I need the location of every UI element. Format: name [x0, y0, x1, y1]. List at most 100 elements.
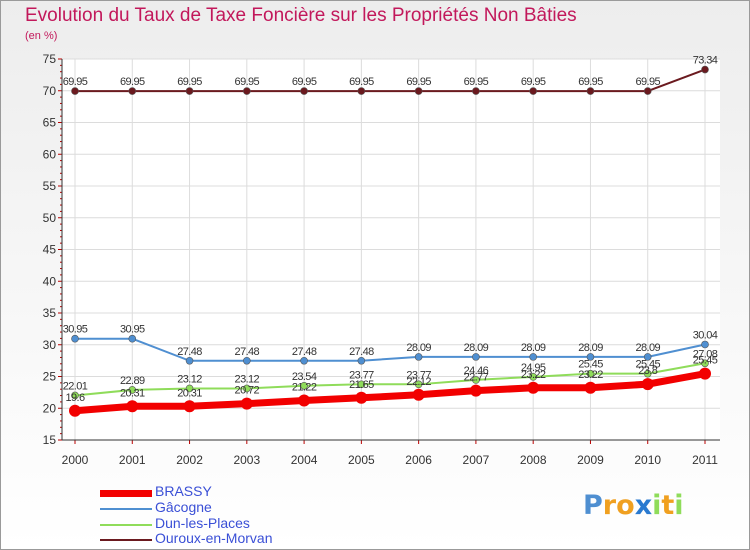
data-label-dun-les-places: 24.46 [464, 365, 489, 377]
data-label-g-cogne: 28.09 [406, 342, 431, 354]
x-tick-label: 2004 [291, 453, 318, 467]
x-tick-label: 2003 [233, 453, 260, 467]
data-label-brassy: 20.72 [235, 385, 260, 397]
legend-label-ouroux: Ouroux-en-Morvan [155, 530, 273, 546]
data-label-brassy: 23.22 [521, 369, 546, 381]
data-point-brassy [699, 367, 711, 380]
data-label-g-cogne: 28.09 [635, 342, 660, 354]
x-tick-label: 2006 [405, 453, 432, 467]
x-tick-label: 2008 [520, 453, 547, 467]
chart-title: Evolution du Taux de Taxe Foncière sur l… [25, 5, 577, 26]
data-point-ouroux-en-morvan [357, 87, 366, 95]
data-label-brassy: 22.77 [464, 372, 489, 384]
data-label-ouroux-en-morvan: 69.95 [635, 76, 660, 88]
data-point-ouroux-en-morvan [128, 87, 137, 95]
data-label-g-cogne: 27.48 [349, 346, 374, 358]
data-point-g-cogne [643, 353, 652, 361]
data-point-dun-les-places [701, 359, 709, 368]
data-point-ouroux-en-morvan [414, 87, 423, 95]
legend-label-dun: Dun-les-Places [155, 515, 250, 531]
y-tick-label: 45 [43, 243, 57, 257]
data-label-ouroux-en-morvan: 69.95 [63, 76, 88, 88]
data-point-ouroux-en-morvan [472, 87, 480, 95]
data-point-g-cogne [414, 353, 423, 361]
data-label-dun-les-places: 24.95 [521, 362, 546, 374]
data-point-g-cogne [243, 356, 251, 365]
data-point-ouroux-en-morvan [529, 87, 537, 95]
data-label-dun-les-places: 25.45 [578, 359, 603, 371]
data-point-ouroux-en-morvan [701, 65, 709, 74]
series-line-g-cogne [74, 337, 706, 362]
data-point-ouroux-en-morvan [71, 87, 79, 95]
legend-label-gacogne: Gâcogne [155, 499, 212, 515]
data-point-g-cogne [128, 334, 137, 343]
data-label-ouroux-en-morvan: 69.95 [578, 76, 603, 88]
y-tick-label: 55 [43, 179, 57, 193]
legend-swatch-gacogne [100, 508, 152, 510]
x-tick-label: 2002 [176, 453, 203, 467]
y-tick-label: 15 [43, 433, 57, 447]
x-tick-label: 2005 [348, 453, 375, 467]
data-point-brassy [240, 397, 253, 410]
data-label-g-cogne: 27.48 [235, 346, 260, 358]
y-tick-label: 60 [43, 147, 57, 161]
x-tick-label: 2010 [634, 453, 661, 467]
data-point-g-cogne [472, 353, 480, 361]
y-tick-label: 30 [43, 338, 57, 352]
data-label-brassy: 20.31 [177, 387, 202, 399]
data-label-brassy: 25.45 [693, 355, 718, 367]
data-point-brassy [584, 381, 597, 394]
data-point-dun-les-places [643, 369, 652, 378]
data-point-g-cogne [586, 353, 595, 361]
data-label-g-cogne: 28.09 [578, 342, 603, 354]
data-label-dun-les-places: 27.08 [693, 348, 718, 360]
data-label-ouroux-en-morvan: 73.34 [693, 55, 718, 67]
y-tick-label: 65 [43, 116, 57, 130]
data-point-dun-les-places [529, 373, 537, 381]
data-point-ouroux-en-morvan [185, 87, 194, 95]
data-label-dun-les-places: 23.77 [349, 369, 374, 381]
data-label-dun-les-places: 22.89 [120, 375, 145, 387]
x-tick-label: 2000 [62, 453, 89, 467]
data-point-brassy [298, 394, 311, 407]
data-point-brassy [183, 400, 196, 413]
legend-swatch-ouroux [100, 539, 152, 541]
data-label-ouroux-en-morvan: 69.95 [521, 76, 546, 88]
data-label-g-cogne: 30.95 [63, 324, 88, 336]
data-label-brassy: 21.22 [292, 382, 317, 394]
data-label-brassy: 23.22 [578, 369, 603, 381]
data-label-dun-les-places: 22.01 [63, 380, 88, 392]
data-point-dun-les-places [185, 384, 194, 393]
data-point-dun-les-places [71, 391, 79, 400]
data-point-ouroux-en-morvan [643, 87, 652, 95]
data-label-g-cogne: 28.09 [464, 342, 489, 354]
series-line-dun-les-places [74, 362, 706, 397]
data-point-dun-les-places [243, 384, 251, 393]
data-label-ouroux-en-morvan: 69.95 [177, 76, 202, 88]
data-label-g-cogne: 30.95 [120, 324, 145, 336]
data-point-brassy [355, 391, 368, 404]
data-point-dun-les-places [414, 380, 423, 389]
data-label-dun-les-places: 23.12 [235, 373, 260, 385]
data-label-ouroux-en-morvan: 69.95 [292, 76, 317, 88]
x-tick-label: 2001 [119, 453, 146, 467]
data-label-g-cogne: 30.04 [693, 329, 718, 341]
data-point-brassy [469, 384, 482, 397]
legend-swatch-dun [100, 524, 152, 526]
y-tick-label: 50 [43, 211, 57, 225]
data-label-brassy: 21.65 [349, 379, 374, 391]
data-point-g-cogne [185, 356, 194, 365]
data-point-brassy [641, 378, 654, 391]
y-tick-label: 75 [43, 52, 57, 66]
data-label-ouroux-en-morvan: 69.95 [349, 76, 374, 88]
x-tick-label: 2007 [463, 453, 490, 467]
data-point-dun-les-places [357, 380, 366, 389]
data-label-ouroux-en-morvan: 69.95 [120, 76, 145, 88]
series-line-ouroux-en-morvan [74, 68, 706, 93]
legend-swatch-brassy [100, 490, 152, 497]
data-label-g-cogne: 27.48 [292, 346, 317, 358]
y-tick-label: 35 [43, 306, 57, 320]
series-line-brassy [71, 370, 709, 415]
data-point-brassy [69, 404, 81, 417]
